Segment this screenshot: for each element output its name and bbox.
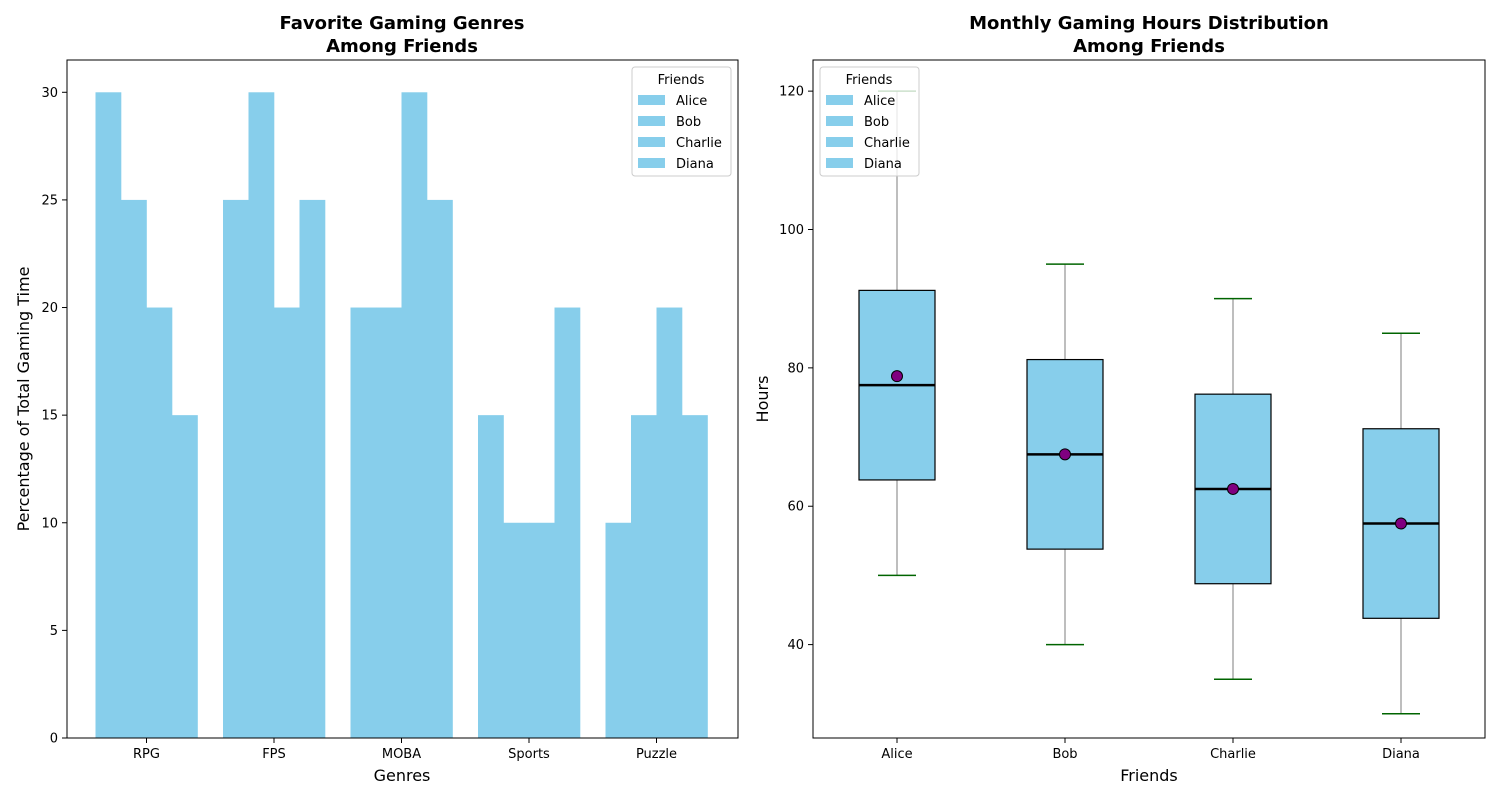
bar-moba-charlie xyxy=(401,92,428,739)
y-tick-label: 0 xyxy=(50,732,58,747)
x-tick-label: Alice xyxy=(881,747,912,762)
legend-label: Bob xyxy=(676,115,701,130)
y-tick-label: 40 xyxy=(787,638,804,653)
chart2-y-axis-label: Hours xyxy=(753,376,772,423)
chart1-legend-items: Alice Bob Charlie Diana xyxy=(638,94,722,172)
legend-swatch xyxy=(638,158,665,168)
bar-puzzle-diana xyxy=(682,415,708,738)
legend-swatch xyxy=(638,137,665,147)
chart1-title-line1: Favorite Gaming Genres xyxy=(279,13,524,34)
bar-moba-diana xyxy=(427,199,453,738)
genre-bar-chart: Favorite Gaming Genres Among Friends 0 5 1… xyxy=(14,13,739,785)
chart1-y-ticks: 0 5 10 15 20 25 30 xyxy=(41,86,67,747)
bar-sports-alice xyxy=(478,415,504,738)
x-tick-label: Diana xyxy=(1382,747,1420,762)
legend-swatch xyxy=(638,95,665,105)
legend-label: Alice xyxy=(676,94,707,109)
legend-label: Charlie xyxy=(864,136,910,151)
bar-moba-bob xyxy=(376,307,402,738)
y-tick-label: 25 xyxy=(41,193,58,208)
chart1-bars xyxy=(95,92,708,739)
chart2-title-line1: Monthly Gaming Hours Distribution xyxy=(969,13,1329,34)
legend-swatch xyxy=(826,116,853,126)
chart1-title-line2: Among Friends xyxy=(326,36,478,57)
chart1-legend-title: Friends xyxy=(658,73,705,88)
legend-swatch xyxy=(638,116,665,126)
chart2-x-axis-label: Friends xyxy=(1120,766,1178,785)
chart2-legend-items: Alice Bob Charlie Diana xyxy=(826,94,910,172)
bar-rpg-bob xyxy=(121,199,147,738)
y-tick-label: 30 xyxy=(41,86,58,101)
y-tick-label: 20 xyxy=(41,301,58,316)
chart1-plot-frame xyxy=(66,59,739,739)
mean-marker-alice xyxy=(891,370,903,383)
chart2-legend-title: Friends xyxy=(846,73,893,88)
mean-marker-bob xyxy=(1059,448,1071,461)
bar-sports-bob xyxy=(503,522,530,738)
chart1-legend: Friends Alice Bob Charlie Diana xyxy=(631,66,732,177)
chart2-x-ticks: Alice Bob Charlie Diana xyxy=(881,738,1420,762)
y-tick-label: 100 xyxy=(779,223,804,238)
y-tick-label: 5 xyxy=(50,624,58,639)
bar-puzzle-alice xyxy=(605,522,632,738)
mean-marker-diana xyxy=(1395,517,1407,530)
bar-puzzle-charlie xyxy=(656,307,683,738)
chart2-y-ticks: 40 60 80 100 120 xyxy=(779,85,813,653)
legend-label: Charlie xyxy=(676,136,722,151)
legend-swatch xyxy=(826,95,853,105)
mean-marker-charlie xyxy=(1227,482,1239,495)
y-tick-label: 60 xyxy=(787,500,804,515)
bar-fps-diana xyxy=(299,199,326,738)
bar-sports-diana xyxy=(554,307,581,738)
bar-rpg-charlie xyxy=(146,307,173,738)
hours-box-plot: Monthly Gaming Hours Distribution Among … xyxy=(753,13,1486,785)
chart2-legend: Friends Alice Bob Charlie Diana xyxy=(819,66,920,177)
chart2-legend-frame xyxy=(819,66,920,177)
bar-rpg-alice xyxy=(95,92,122,739)
bar-fps-bob xyxy=(248,92,275,739)
x-tick-label: Puzzle xyxy=(636,747,677,762)
chart1-legend-frame xyxy=(631,66,732,177)
legend-label: Diana xyxy=(864,157,902,172)
x-tick-label: RPG xyxy=(133,747,160,762)
bar-sports-charlie xyxy=(529,522,555,738)
legend-swatch xyxy=(826,158,853,168)
bar-rpg-diana xyxy=(172,415,198,738)
y-tick-label: 10 xyxy=(41,516,58,531)
legend-label: Diana xyxy=(676,157,714,172)
bar-puzzle-bob xyxy=(631,415,657,738)
y-tick-label: 80 xyxy=(787,361,804,376)
x-tick-label: MOBA xyxy=(382,747,421,762)
legend-swatch xyxy=(826,137,853,147)
bar-fps-charlie xyxy=(274,307,300,738)
bar-fps-alice xyxy=(223,199,249,738)
chart1-y-axis-label: Percentage of Total Gaming Time xyxy=(14,267,33,532)
bar-moba-alice xyxy=(350,307,377,738)
x-tick-label: Charlie xyxy=(1210,747,1256,762)
chart1-x-ticks: RPG FPS MOBA Sports Puzzle xyxy=(133,738,677,762)
legend-label: Bob xyxy=(864,115,889,130)
y-tick-label: 120 xyxy=(779,85,804,100)
x-tick-label: FPS xyxy=(262,747,286,762)
x-tick-label: Bob xyxy=(1052,747,1077,762)
y-tick-label: 15 xyxy=(41,409,58,424)
chart1-x-axis-label: Genres xyxy=(374,766,431,785)
chart2-title-line2: Among Friends xyxy=(1073,36,1225,57)
x-tick-label: Sports xyxy=(508,747,550,762)
chart2-boxes xyxy=(858,90,1440,715)
chart2-plot-frame xyxy=(812,59,1486,739)
legend-label: Alice xyxy=(864,94,895,109)
